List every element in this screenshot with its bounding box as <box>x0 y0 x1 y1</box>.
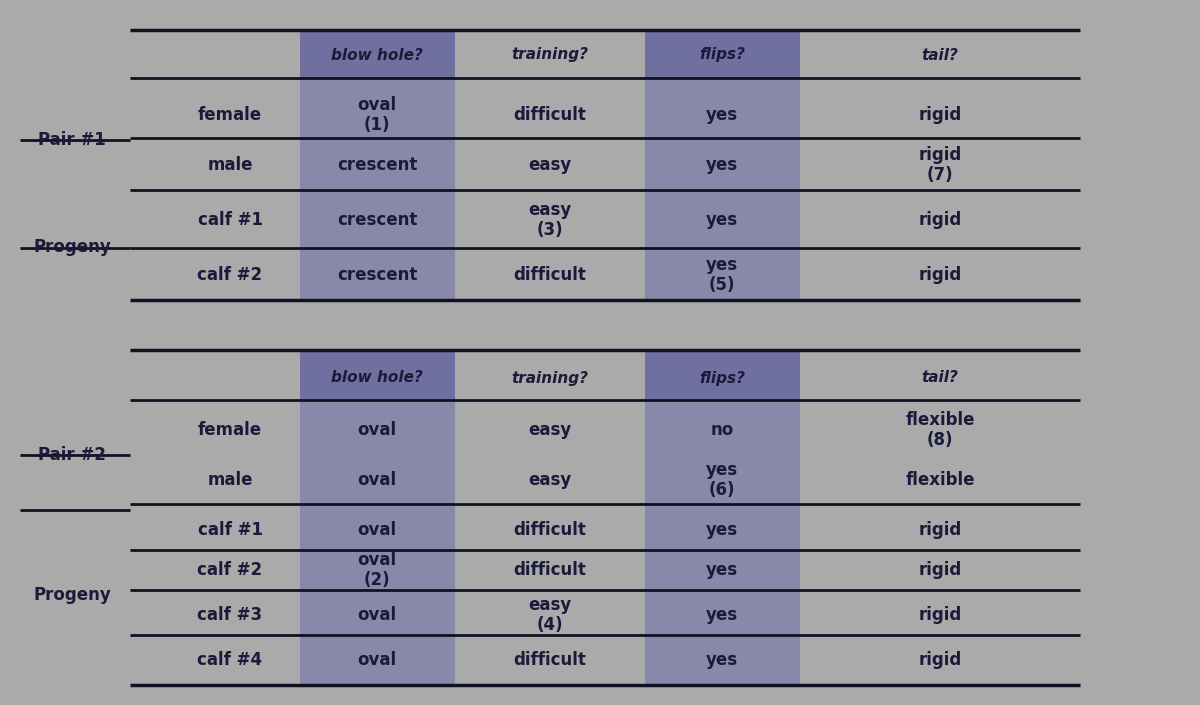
Text: calf #2: calf #2 <box>198 266 263 284</box>
Text: male: male <box>208 156 253 174</box>
Text: rigid: rigid <box>918 606 961 624</box>
Text: crescent: crescent <box>337 156 418 174</box>
Text: calf #2: calf #2 <box>198 561 263 579</box>
Bar <box>300 30 455 78</box>
Text: female: female <box>198 106 262 124</box>
Text: flexible: flexible <box>905 471 974 489</box>
Text: difficult: difficult <box>514 266 587 284</box>
Text: oval: oval <box>358 471 396 489</box>
Bar <box>300 350 455 685</box>
Text: rigid: rigid <box>918 211 961 229</box>
Text: Progeny: Progeny <box>34 238 110 257</box>
Text: Pair #1: Pair #1 <box>38 131 106 149</box>
Text: difficult: difficult <box>514 651 587 669</box>
Text: flips?: flips? <box>698 47 745 63</box>
Text: easy: easy <box>528 471 571 489</box>
Text: crescent: crescent <box>337 266 418 284</box>
Text: blow hole?: blow hole? <box>331 371 422 386</box>
Text: yes: yes <box>706 561 738 579</box>
Text: calf #3: calf #3 <box>198 606 263 624</box>
Text: easy
(4): easy (4) <box>528 596 571 634</box>
Bar <box>646 350 800 685</box>
Text: calf #4: calf #4 <box>198 651 263 669</box>
Text: yes: yes <box>706 521 738 539</box>
Text: yes: yes <box>706 606 738 624</box>
Text: male: male <box>208 471 253 489</box>
Text: no: no <box>710 421 733 439</box>
Text: difficult: difficult <box>514 106 587 124</box>
Text: rigid: rigid <box>918 521 961 539</box>
Text: yes: yes <box>706 156 738 174</box>
Text: tail?: tail? <box>922 371 959 386</box>
Text: rigid: rigid <box>918 266 961 284</box>
Text: Pair #2: Pair #2 <box>38 446 106 464</box>
Text: tail?: tail? <box>922 47 959 63</box>
Text: easy: easy <box>528 421 571 439</box>
Text: rigid: rigid <box>918 651 961 669</box>
Text: oval: oval <box>358 606 396 624</box>
Text: oval: oval <box>358 421 396 439</box>
Text: oval
(2): oval (2) <box>358 551 396 589</box>
Text: flips?: flips? <box>698 371 745 386</box>
Bar <box>300 30 455 300</box>
Text: yes
(5): yes (5) <box>706 256 738 295</box>
Text: calf #1: calf #1 <box>198 521 263 539</box>
Text: female: female <box>198 421 262 439</box>
Text: yes: yes <box>706 106 738 124</box>
Text: calf #1: calf #1 <box>198 211 263 229</box>
Text: crescent: crescent <box>337 211 418 229</box>
Text: rigid: rigid <box>918 561 961 579</box>
Text: flexible
(8): flexible (8) <box>905 410 974 449</box>
Bar <box>646 350 800 400</box>
Text: difficult: difficult <box>514 521 587 539</box>
Text: easy
(3): easy (3) <box>528 201 571 240</box>
Text: easy: easy <box>528 156 571 174</box>
Text: training?: training? <box>511 371 588 386</box>
Text: rigid
(7): rigid (7) <box>918 146 961 185</box>
Text: blow hole?: blow hole? <box>331 47 422 63</box>
Bar <box>300 350 455 400</box>
Bar <box>646 30 800 300</box>
Text: yes: yes <box>706 211 738 229</box>
Text: difficult: difficult <box>514 561 587 579</box>
Text: yes
(6): yes (6) <box>706 460 738 499</box>
Text: Progeny: Progeny <box>34 586 110 604</box>
Text: training?: training? <box>511 47 588 63</box>
Text: yes: yes <box>706 651 738 669</box>
Text: oval: oval <box>358 521 396 539</box>
Text: oval
(1): oval (1) <box>358 96 396 135</box>
Text: oval: oval <box>358 651 396 669</box>
Text: rigid: rigid <box>918 106 961 124</box>
Bar <box>646 30 800 78</box>
